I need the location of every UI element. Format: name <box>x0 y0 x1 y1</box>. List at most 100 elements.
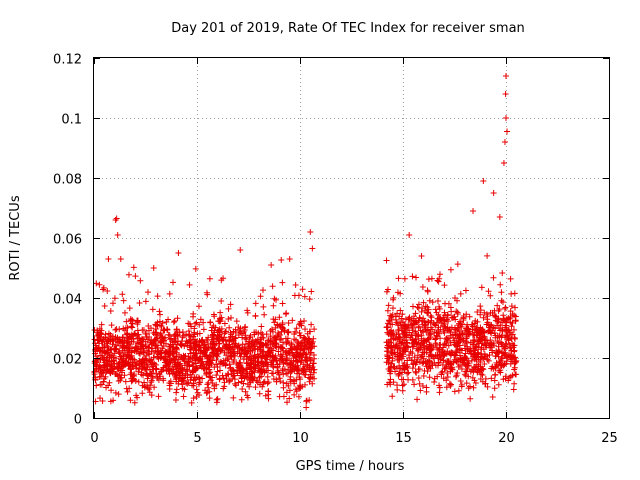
data-point <box>129 363 136 370</box>
data-point <box>136 358 143 365</box>
data-point <box>135 339 142 346</box>
data-point <box>271 295 278 302</box>
data-point <box>221 320 228 327</box>
data-point <box>147 358 154 365</box>
data-point <box>230 328 237 335</box>
data-point <box>260 379 267 386</box>
data-point <box>157 330 164 337</box>
data-point <box>506 374 513 381</box>
data-point <box>500 362 507 369</box>
data-point <box>151 384 158 391</box>
data-point <box>452 342 459 349</box>
data-point <box>190 333 197 340</box>
data-point <box>500 350 507 357</box>
data-point <box>272 324 279 331</box>
data-point <box>173 386 180 393</box>
data-point <box>411 381 418 388</box>
x-tick-label: 25 <box>601 431 618 446</box>
data-point <box>419 284 426 291</box>
data-point <box>280 371 287 378</box>
data-point <box>506 329 513 336</box>
data-point <box>141 379 148 386</box>
data-point <box>114 232 121 238</box>
data-point <box>403 332 410 339</box>
data-point <box>124 388 131 395</box>
data-point <box>265 379 272 386</box>
data-point <box>445 360 452 367</box>
data-point <box>128 356 135 363</box>
data-point <box>126 362 133 369</box>
data-point <box>218 325 225 332</box>
data-point <box>121 309 128 316</box>
data-point <box>508 303 515 310</box>
data-point <box>132 362 139 369</box>
data-point <box>235 332 242 339</box>
data-point <box>251 329 258 336</box>
data-point <box>297 359 304 366</box>
data-point <box>116 359 123 366</box>
data-point <box>395 327 402 334</box>
data-point <box>104 287 111 294</box>
data-point <box>259 360 266 367</box>
data-point <box>503 358 510 365</box>
x-tick-label: 15 <box>395 431 412 446</box>
data-point <box>457 355 464 362</box>
data-point <box>404 365 411 372</box>
data-point <box>303 351 310 358</box>
data-point <box>434 297 441 304</box>
data-point <box>159 319 166 326</box>
data-point <box>406 232 413 238</box>
data-point <box>299 344 306 351</box>
data-point <box>203 289 210 296</box>
data-point <box>308 288 315 295</box>
data-point <box>405 376 412 383</box>
data-point <box>173 389 180 396</box>
data-point <box>93 382 100 389</box>
data-point <box>244 307 251 314</box>
data-point <box>178 353 185 360</box>
y-tick-label: 0.04 <box>53 293 82 308</box>
data-point <box>513 371 520 378</box>
data-point <box>150 363 157 370</box>
data-point <box>437 341 444 348</box>
x-tick-label: 10 <box>292 431 309 446</box>
data-point <box>399 311 406 318</box>
data-point <box>503 115 509 121</box>
data-point <box>389 393 396 400</box>
data-point <box>466 313 473 320</box>
data-point <box>220 336 227 343</box>
data-point <box>451 337 458 344</box>
data-point <box>91 368 98 375</box>
data-point <box>477 303 484 310</box>
data-point <box>415 317 422 324</box>
data-point <box>180 378 187 385</box>
data-point <box>125 271 132 278</box>
data-point <box>427 347 434 354</box>
data-point <box>414 356 421 363</box>
data-point <box>507 308 514 315</box>
data-point <box>305 339 312 346</box>
data-point <box>131 347 138 354</box>
data-point <box>503 326 510 333</box>
data-point <box>205 384 212 391</box>
data-point <box>285 320 292 327</box>
data-point <box>386 367 393 374</box>
data-point <box>489 393 496 400</box>
data-point <box>276 336 283 343</box>
data-point <box>200 326 207 333</box>
data-point <box>174 315 181 322</box>
data-point <box>456 328 463 335</box>
data-point <box>284 370 291 377</box>
data-point <box>436 346 443 353</box>
data-point <box>450 359 457 366</box>
data-point <box>468 357 475 364</box>
data-point <box>505 334 512 341</box>
data-point <box>134 394 141 401</box>
data-point <box>192 265 199 272</box>
data-point <box>411 354 418 361</box>
data-point <box>217 309 224 316</box>
data-point <box>509 372 516 379</box>
data-point <box>258 366 265 373</box>
data-point <box>452 351 459 358</box>
data-point <box>422 322 429 329</box>
